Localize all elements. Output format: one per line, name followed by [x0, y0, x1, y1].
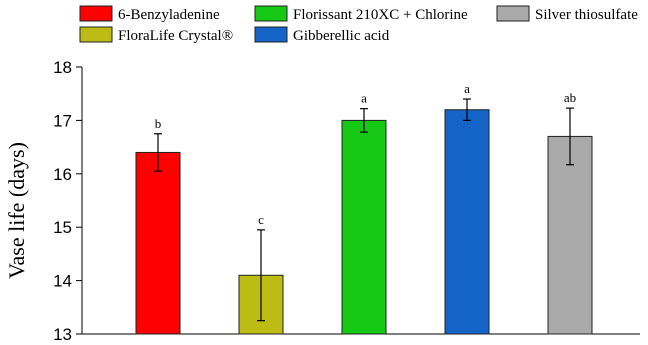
legend: 6-Benzyladenine FloraLife Crystal® Floriss…	[79, 5, 638, 44]
y-tick-label: 16	[53, 165, 72, 184]
y-tick-label: 15	[53, 218, 72, 237]
legend-item: Silver thiosulfate	[496, 5, 638, 23]
bar	[547, 135, 593, 335]
y-tick-label: 18	[53, 58, 72, 77]
legend-swatch	[79, 26, 113, 43]
legend-label: FloraLife Crystal®	[118, 28, 233, 44]
y-tick-label: 17	[53, 111, 72, 130]
legend-label: Florissant 210XC + Chlorine	[293, 7, 468, 23]
legend-swatch	[254, 5, 288, 22]
y-axis-label: Vase life (days)	[4, 142, 29, 279]
legend-item: FloraLife Crystal®	[79, 26, 233, 44]
bar	[444, 109, 490, 335]
error-bar	[566, 107, 574, 166]
legend-swatch	[496, 5, 530, 22]
significance-label: c	[258, 212, 264, 227]
significance-label: a	[361, 91, 367, 106]
error-bar	[154, 133, 162, 172]
legend-label: Gibberellic acid	[293, 28, 390, 44]
error-bar	[360, 108, 368, 133]
y-axis: 13 14 15 16 17 18	[53, 58, 83, 344]
legend-item: Gibberellic acid	[254, 26, 390, 44]
error-bar	[463, 98, 471, 122]
significance-label: a	[464, 81, 470, 96]
legend-swatch	[254, 26, 288, 43]
error-bar	[257, 229, 265, 322]
legend-label: Silver thiosulfate	[535, 7, 638, 23]
y-tick-label: 13	[53, 325, 72, 344]
legend-swatch	[79, 5, 113, 22]
legend-item: 6-Benzyladenine	[79, 5, 220, 23]
legend-label: 6-Benzyladenine	[118, 7, 220, 23]
y-tick-label: 14	[53, 272, 72, 291]
bars: b c a a ab	[135, 81, 593, 335]
significance-label: b	[155, 116, 162, 131]
legend-item: Florissant 210XC + Chlorine	[254, 5, 468, 23]
significance-label: ab	[564, 90, 576, 105]
bar	[135, 151, 181, 335]
bar	[341, 119, 387, 335]
